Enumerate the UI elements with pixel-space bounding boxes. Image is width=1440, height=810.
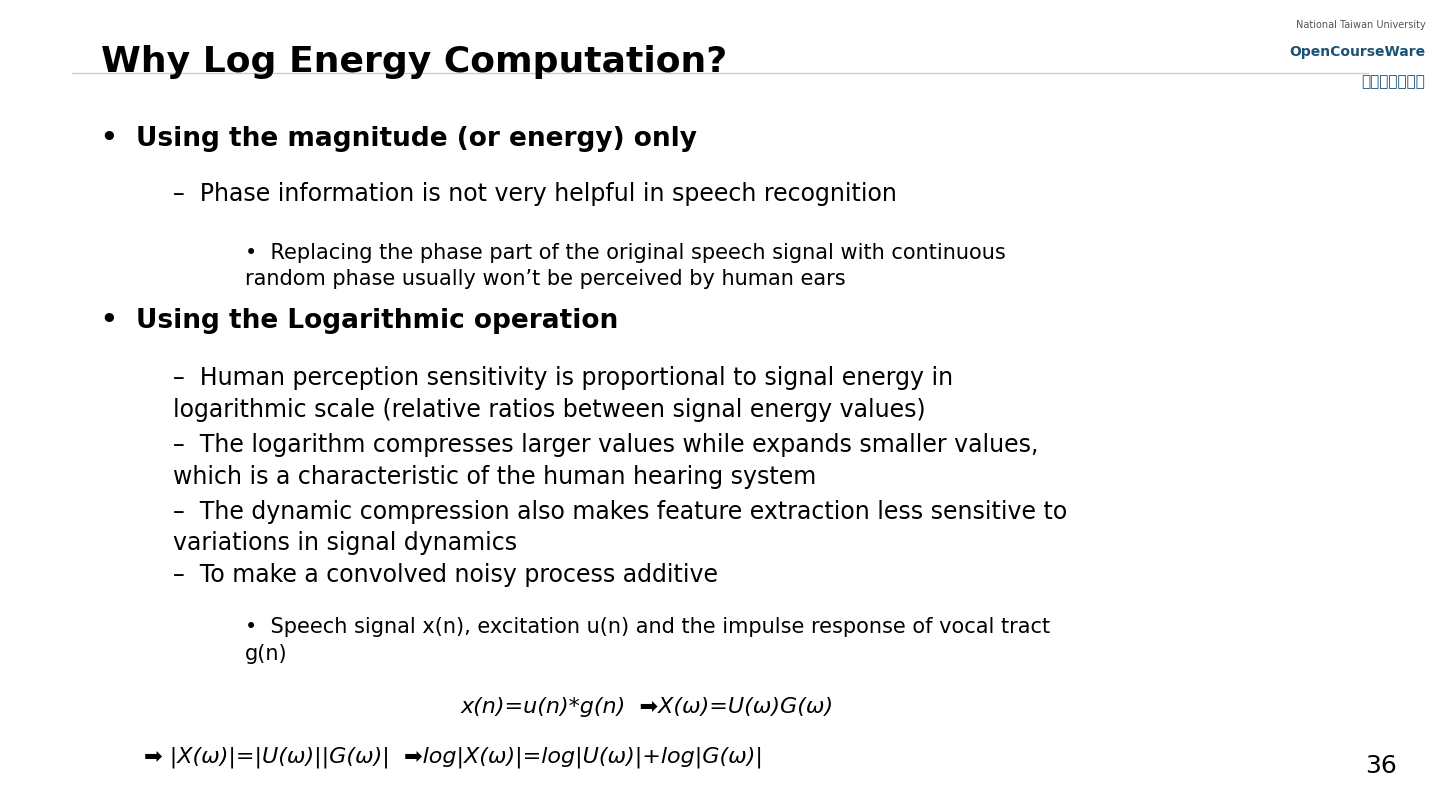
Text: •  Using the magnitude (or energy) only: • Using the magnitude (or energy) only xyxy=(101,126,697,151)
Text: –  Human perception sensitivity is proportional to signal energy in
logarithmic : – Human perception sensitivity is propor… xyxy=(173,366,953,422)
Text: ➡ |X(ω)|=|U(ω)||G(ω)|  ➡log|X(ω)|=log|U(ω)|+log|G(ω)|: ➡ |X(ω)|=|U(ω)||G(ω)| ➡log|X(ω)|=log|U(ω… xyxy=(144,747,763,769)
Text: –  The logarithm compresses larger values while expands smaller values,
which is: – The logarithm compresses larger values… xyxy=(173,433,1038,489)
Text: •  Replacing the phase part of the original speech signal with continuous
random: • Replacing the phase part of the origin… xyxy=(245,243,1005,289)
Text: 36: 36 xyxy=(1365,753,1397,778)
Text: –  To make a convolved noisy process additive: – To make a convolved noisy process addi… xyxy=(173,563,717,587)
Text: –  Phase information is not very helpful in speech recognition: – Phase information is not very helpful … xyxy=(173,182,897,207)
Text: OpenCourseWare: OpenCourseWare xyxy=(1289,45,1426,58)
Text: •  Using the Logarithmic operation: • Using the Logarithmic operation xyxy=(101,308,618,334)
Text: Why Log Energy Computation?: Why Log Energy Computation? xyxy=(101,45,727,79)
Text: 臺大開放式課程: 臺大開放式課程 xyxy=(1362,75,1426,90)
Text: •  Speech signal x(n), excitation u(n) and the impulse response of vocal tract
g: • Speech signal x(n), excitation u(n) an… xyxy=(245,617,1050,663)
Text: –  The dynamic compression also makes feature extraction less sensitive to
varia: – The dynamic compression also makes fea… xyxy=(173,500,1067,556)
Text: National Taiwan University: National Taiwan University xyxy=(1296,20,1426,30)
Text: x(n)=u(n)*g(n)  ➡X(ω)=U(ω)G(ω): x(n)=u(n)*g(n) ➡X(ω)=U(ω)G(ω) xyxy=(461,697,834,717)
